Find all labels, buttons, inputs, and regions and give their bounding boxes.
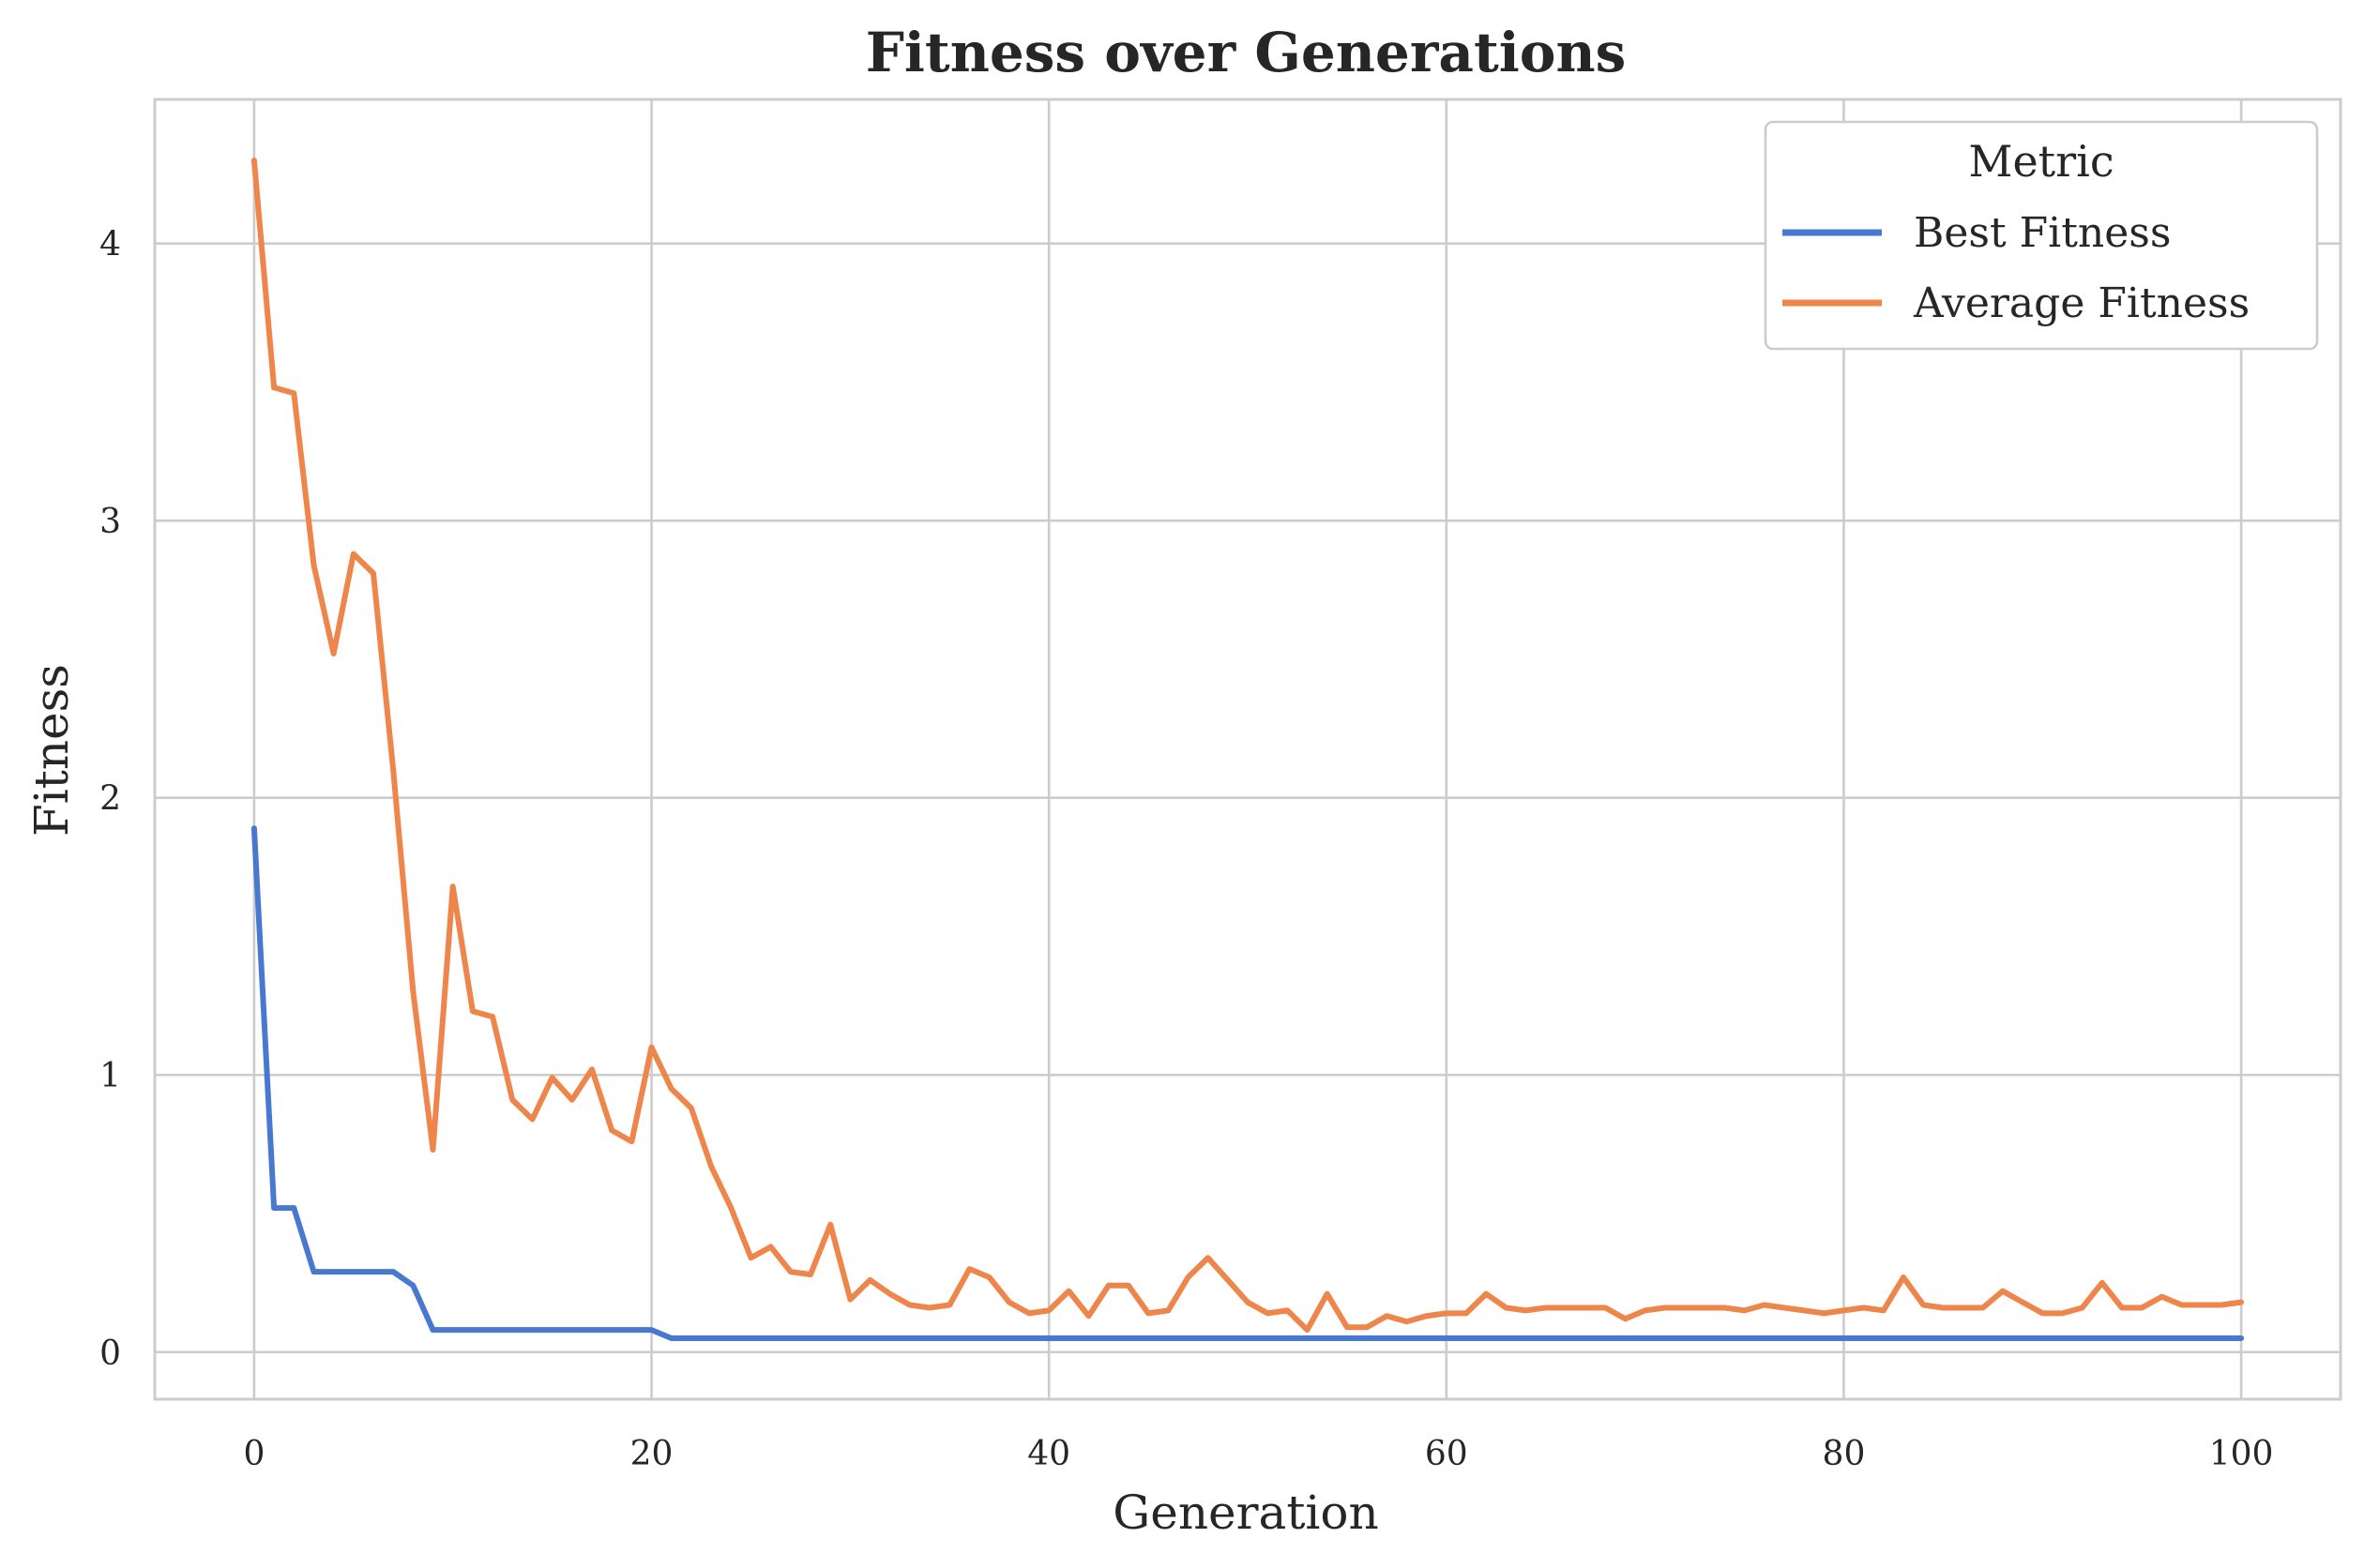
x-tick-label: 20 [630,1435,674,1473]
legend-box [1764,120,2319,351]
legend-label-best-fitness: Best Fitness [1914,209,2171,257]
series-line-best-fitness [250,825,2245,1341]
y-tick-label: 3 [99,503,121,541]
x-tick-label: 0 [243,1435,265,1473]
x-tick-label: 60 [1425,1435,1468,1473]
y-tick-label: 0 [99,1334,121,1373]
x-tick-labels: 0 20 40 60 80 100 [243,1435,2273,1473]
y-tick-label: 1 [99,1057,121,1095]
y-tick-label: 2 [99,780,121,819]
y-tick-label: 4 [99,226,121,264]
legend-title: Metric [1968,136,2114,187]
legend: Metric Best Fitness Average Fitness [1764,120,2319,351]
x-tick-label: 100 [2209,1435,2274,1473]
series-lines [250,158,2245,1341]
x-tick-label: 80 [1823,1435,1866,1473]
legend-label-average-fitness: Average Fitness [1913,279,2250,327]
series-line-average-fitness [250,158,2245,1334]
y-tick-labels: 0 1 2 3 4 [99,226,121,1373]
y-axis-label: Fitness [24,664,79,837]
chart-title: Fitness over Generations [866,21,1627,84]
x-tick-label: 40 [1027,1435,1070,1473]
x-axis-label: Generation [1113,1485,1378,1540]
plot-frame [153,98,2342,1401]
